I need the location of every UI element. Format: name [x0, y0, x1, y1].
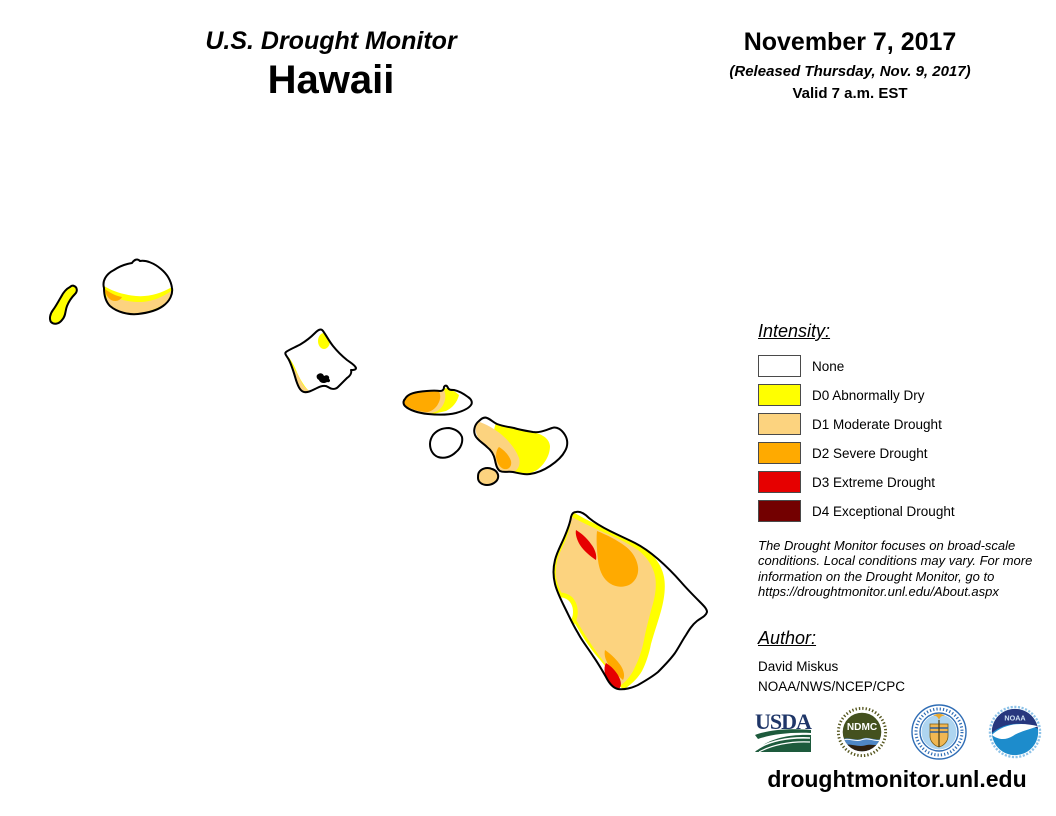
island-lanai	[429, 427, 464, 459]
doc-ring-text	[914, 707, 964, 757]
niihau-coastline	[48, 284, 78, 325]
usda-swoosh-top	[755, 729, 811, 739]
region-title: Hawaii	[267, 57, 395, 102]
d3-swatch	[758, 471, 801, 493]
kahoolawe-d1-region	[478, 467, 499, 485]
hawaii-d2-region	[596, 531, 639, 587]
ndmc-logo-text: NDMC	[847, 722, 878, 733]
usda-stripe-1	[755, 737, 811, 751]
legend: Intensity: None D0 Abnormally Dry D1 Mod…	[758, 321, 1040, 529]
hawaii-d2-south-region	[604, 650, 625, 680]
author-name: David Miskus	[758, 659, 839, 674]
d1-swatch	[758, 413, 801, 435]
legend-label: D4 Exceptional Drought	[812, 503, 955, 519]
date-block: November 7, 2017 (Released Thursday, Nov…	[700, 28, 1000, 103]
legend-label: D1 Moderate Drought	[812, 416, 942, 432]
island-niihau	[48, 284, 78, 325]
none-swatch	[758, 355, 801, 377]
kauai-coastline	[102, 258, 174, 316]
author-heading: Author:	[758, 628, 817, 648]
hawaii-coastline	[552, 510, 708, 691]
oahu-coastline	[284, 328, 357, 394]
legend-row-d3: D3 Extreme Drought	[758, 471, 1040, 493]
oahu-city-mark	[316, 373, 331, 384]
doc-eagle	[932, 713, 945, 720]
release-date: (Released Thursday, Nov. 9, 2017)	[729, 63, 971, 80]
author-org: NOAA/NWS/NCEP/CPC	[758, 679, 906, 694]
legend-row-d1: D1 Moderate Drought	[758, 413, 1040, 435]
legend-row-d2: D2 Severe Drought	[758, 442, 1040, 464]
molokai-d2-region	[404, 390, 441, 412]
doc-logo	[910, 704, 967, 760]
map-date: November 7, 2017	[743, 28, 957, 56]
molokai-coastline	[402, 384, 473, 416]
disclaimer-text: The Drought Monitor focuses on broad-sca…	[758, 538, 1033, 599]
legend-label: D2 Severe Drought	[812, 445, 928, 461]
noaa-logo: NOAA	[988, 705, 1042, 759]
ndmc-logo: NDMC	[836, 705, 889, 759]
oahu-d1-region	[291, 366, 311, 393]
author-block: Author: David Miskus NOAA/NWS/NCEP/CPC	[758, 628, 1040, 694]
oahu-d0-north-spot	[318, 333, 330, 349]
kauai-d2-region	[105, 289, 122, 301]
kahoolawe-coastline	[477, 466, 500, 486]
island-hawaii	[552, 510, 708, 691]
noaa-logo-text: NOAA	[1004, 713, 1026, 722]
legend-row-none: None	[758, 355, 1040, 377]
legend-label: None	[812, 358, 845, 374]
niihau-d0-region	[49, 285, 77, 324]
island-kahoolawe	[477, 466, 500, 486]
island-oahu	[284, 328, 357, 394]
logo-row: USDA NDMC	[752, 704, 1042, 760]
lanai-coastline	[429, 427, 464, 459]
usda-stripe-2	[758, 741, 811, 753]
ndmc-ring-text	[837, 706, 888, 758]
legend-heading: Intensity:	[758, 321, 831, 341]
page-title: U.S. Drought Monitor	[205, 27, 457, 55]
hawaii-d3-south-region	[604, 663, 621, 690]
maui-coastline	[473, 416, 569, 476]
legend-label: D3 Extreme Drought	[812, 474, 936, 490]
hawaii-d3-northwest-region	[575, 530, 597, 560]
valid-time: Valid 7 a.m. EST	[792, 85, 908, 102]
noaa-gull	[991, 724, 1039, 739]
title-block: U.S. Drought Monitor Hawaii	[96, 27, 566, 102]
maui-d2-region	[496, 447, 512, 470]
kauai-d1-region	[106, 291, 173, 314]
legend-row-d0: D0 Abnormally Dry	[758, 384, 1040, 406]
footer-url: droughtmonitor.unl.edu	[767, 766, 1027, 792]
noaa-scallop-ring	[988, 705, 1042, 759]
usda-logo: USDA	[755, 709, 813, 753]
island-kauai	[102, 258, 174, 316]
d0-swatch	[758, 384, 801, 406]
island-molokai	[402, 384, 473, 416]
noaa-sky	[991, 708, 1039, 733]
d4-swatch	[758, 500, 801, 522]
lanai-none-region	[430, 428, 463, 458]
d2-swatch	[758, 442, 801, 464]
legend-label: D0 Abnormally Dry	[812, 387, 925, 403]
legend-row-d4: D4 Exceptional Drought	[758, 500, 1040, 522]
